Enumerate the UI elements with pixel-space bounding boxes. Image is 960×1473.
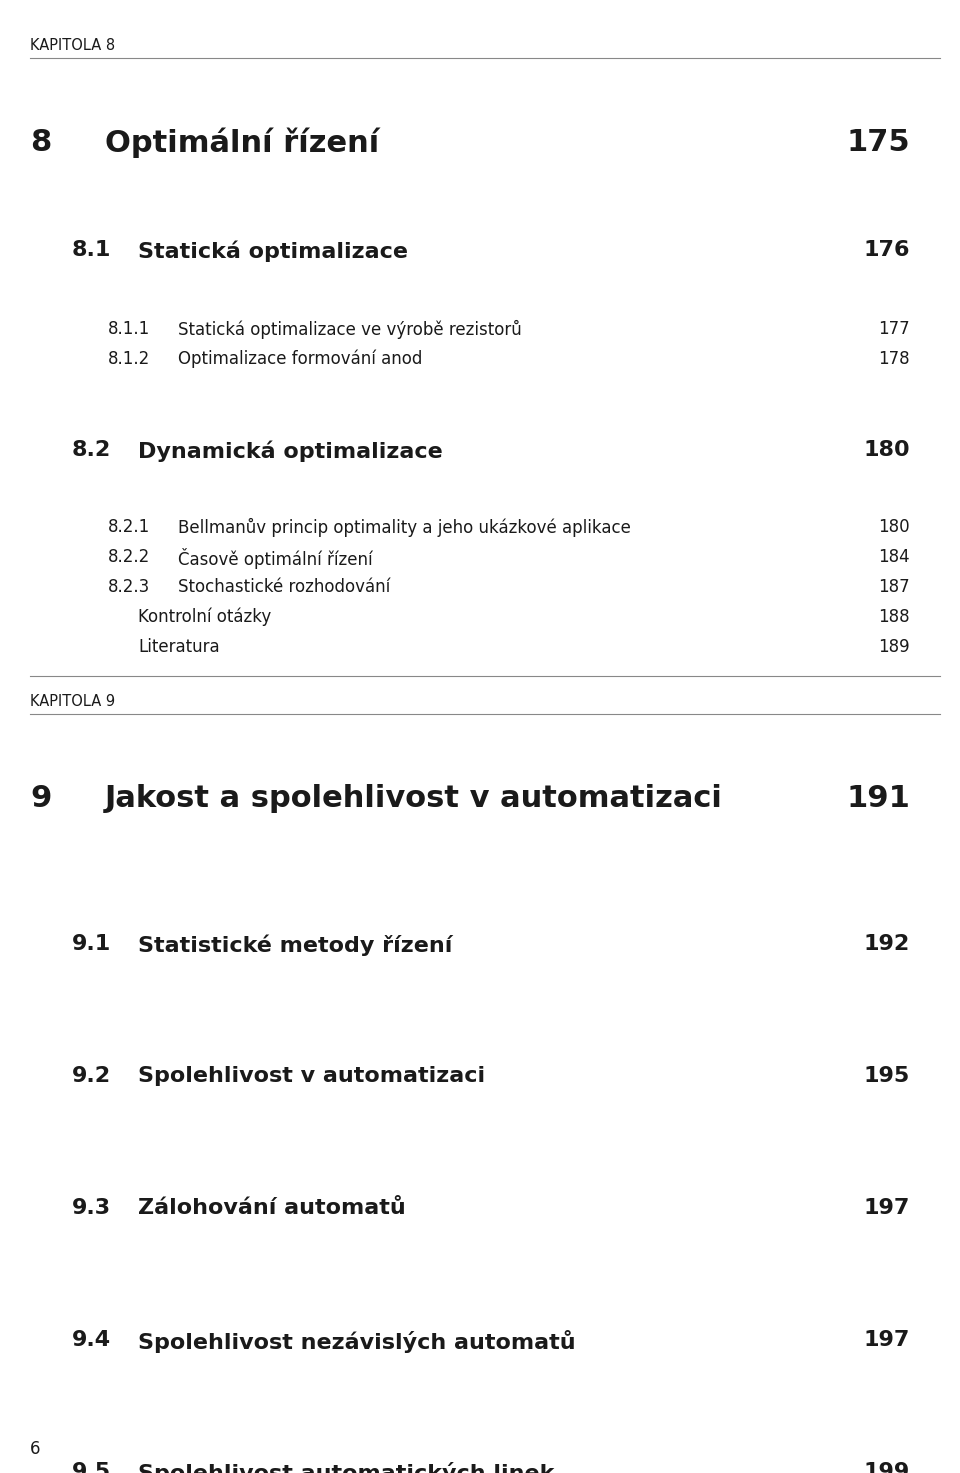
- Text: 188: 188: [878, 608, 910, 626]
- Text: 192: 192: [864, 934, 910, 955]
- Text: Statická optimalizace ve výrobě rezistorů: Statická optimalizace ve výrobě rezistor…: [178, 320, 521, 339]
- Text: 176: 176: [863, 240, 910, 261]
- Text: 187: 187: [878, 577, 910, 597]
- Text: 9: 9: [30, 784, 52, 813]
- Text: 9.2: 9.2: [72, 1066, 111, 1086]
- Text: 9.1: 9.1: [72, 934, 111, 955]
- Text: Zálohování automatů: Zálohování automatů: [138, 1198, 406, 1218]
- Text: KAPITOLA 8: KAPITOLA 8: [30, 38, 115, 53]
- Text: Spolehlivost nezávislých automatů: Spolehlivost nezávislých automatů: [138, 1330, 576, 1354]
- Text: Statistické metody řízení: Statistické metody řízení: [138, 934, 452, 956]
- Text: 189: 189: [878, 638, 910, 655]
- Text: 6: 6: [30, 1441, 40, 1458]
- Text: 8.1: 8.1: [72, 240, 111, 261]
- Text: 191: 191: [846, 784, 910, 813]
- Text: 9.5: 9.5: [72, 1463, 111, 1473]
- Text: 8.1.1: 8.1.1: [108, 320, 151, 337]
- Text: 8.2.1: 8.2.1: [108, 518, 151, 536]
- Text: 9.3: 9.3: [72, 1198, 111, 1218]
- Text: Dynamická optimalizace: Dynamická optimalizace: [138, 440, 443, 461]
- Text: 180: 180: [878, 518, 910, 536]
- Text: 184: 184: [878, 548, 910, 566]
- Text: Stochastické rozhodování: Stochastické rozhodování: [178, 577, 391, 597]
- Text: Literatura: Literatura: [138, 638, 220, 655]
- Text: 197: 197: [864, 1330, 910, 1349]
- Text: Spolehlivost automatických linek: Spolehlivost automatických linek: [138, 1463, 554, 1473]
- Text: 180: 180: [863, 440, 910, 460]
- Text: Optimální řízení: Optimální řízení: [105, 128, 379, 159]
- Text: Kontrolní otázky: Kontrolní otázky: [138, 608, 272, 626]
- Text: Statická optimalizace: Statická optimalizace: [138, 240, 408, 262]
- Text: 8: 8: [30, 128, 51, 158]
- Text: Bellmanův princip optimality a jeho ukázkové aplikace: Bellmanův princip optimality a jeho ukáz…: [178, 518, 631, 538]
- Text: 8.2: 8.2: [72, 440, 111, 460]
- Text: 9.4: 9.4: [72, 1330, 111, 1349]
- Text: 178: 178: [878, 351, 910, 368]
- Text: KAPITOLA 9: KAPITOLA 9: [30, 694, 115, 709]
- Text: 8.1.2: 8.1.2: [108, 351, 151, 368]
- Text: Jakost a spolehlivost v automatizaci: Jakost a spolehlivost v automatizaci: [105, 784, 723, 813]
- Text: 195: 195: [864, 1066, 910, 1086]
- Text: 8.2.3: 8.2.3: [108, 577, 151, 597]
- Text: 197: 197: [864, 1198, 910, 1218]
- Text: 175: 175: [847, 128, 910, 158]
- Text: Časově optimální řízení: Časově optimální řízení: [178, 548, 372, 569]
- Text: 199: 199: [864, 1463, 910, 1473]
- Text: Spolehlivost v automatizaci: Spolehlivost v automatizaci: [138, 1066, 485, 1086]
- Text: 177: 177: [878, 320, 910, 337]
- Text: Optimalizace formování anod: Optimalizace formování anod: [178, 351, 422, 368]
- Text: 8.2.2: 8.2.2: [108, 548, 151, 566]
